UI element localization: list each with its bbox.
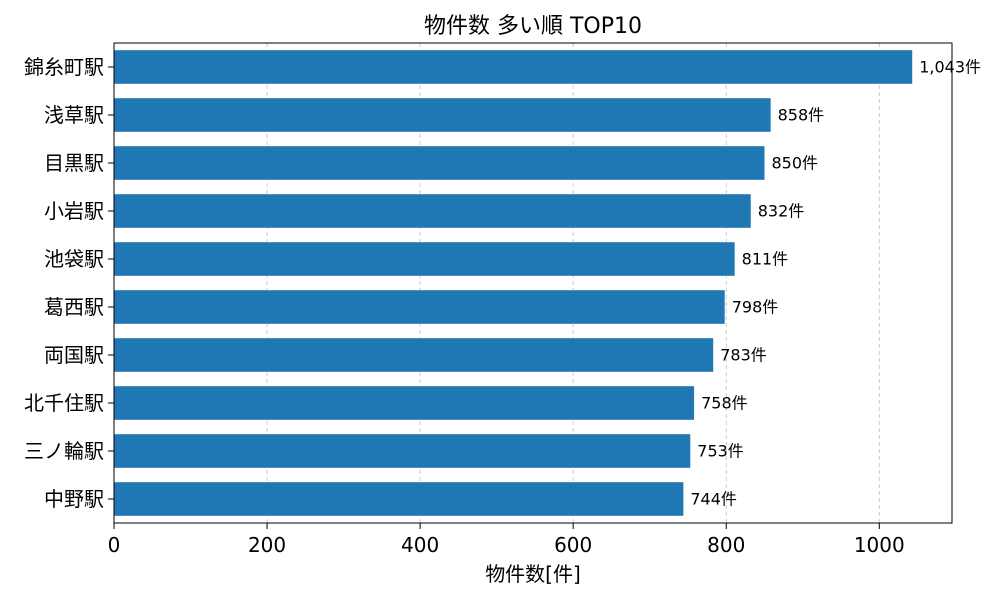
- x-ticks: 0 200 400 600 800 1000: [108, 523, 905, 557]
- bar: [114, 386, 695, 420]
- category-label: 錦糸町駅: [24, 55, 104, 79]
- x-tick-label: 800: [707, 533, 745, 557]
- data-label: 798件: [732, 298, 779, 317]
- category-label: 浅草駅: [44, 103, 104, 127]
- category-label: 北千住駅: [24, 391, 104, 415]
- plot-frame: [113, 42, 953, 524]
- bar: [114, 194, 751, 228]
- bar: [114, 146, 765, 180]
- x-tick-label: 1000: [854, 533, 905, 557]
- x-tick-label: 0: [108, 533, 121, 557]
- bar: [114, 98, 771, 132]
- data-label: 744件: [690, 490, 737, 509]
- data-label: 783件: [720, 346, 767, 365]
- chart-title: 物件数 多い順 TOP10: [424, 14, 642, 39]
- data-label: 758件: [701, 394, 748, 413]
- category-label: 三ノ輪駅: [24, 439, 104, 463]
- bar: [114, 434, 691, 468]
- category-label: 葛西駅: [44, 295, 104, 319]
- x-tick-label: 600: [554, 533, 592, 557]
- data-label: 1,043件: [919, 58, 981, 77]
- category-label: 池袋駅: [44, 247, 104, 271]
- category-label: 小岩駅: [44, 199, 104, 223]
- bar: [114, 50, 913, 84]
- bars: [114, 50, 913, 516]
- bar: [114, 338, 714, 372]
- x-tick-label: 200: [248, 533, 286, 557]
- data-label: 832件: [758, 202, 805, 221]
- bar: [114, 242, 735, 276]
- data-label: 811件: [742, 250, 789, 269]
- category-label: 目黒駅: [44, 151, 104, 175]
- bar: [114, 482, 684, 516]
- bar: [114, 290, 725, 324]
- data-label: 850件: [772, 154, 819, 173]
- category-label: 中野駅: [44, 487, 104, 511]
- x-tick-label: 400: [401, 533, 439, 557]
- category-label: 両国駅: [44, 343, 104, 367]
- data-labels: 1,043件 858件 850件 832件 811件 798件 783件 758件 753件 74…: [690, 58, 981, 509]
- x-axis-label: 物件数[件]: [485, 562, 581, 586]
- data-label: 753件: [697, 442, 744, 461]
- data-label: 858件: [778, 106, 825, 125]
